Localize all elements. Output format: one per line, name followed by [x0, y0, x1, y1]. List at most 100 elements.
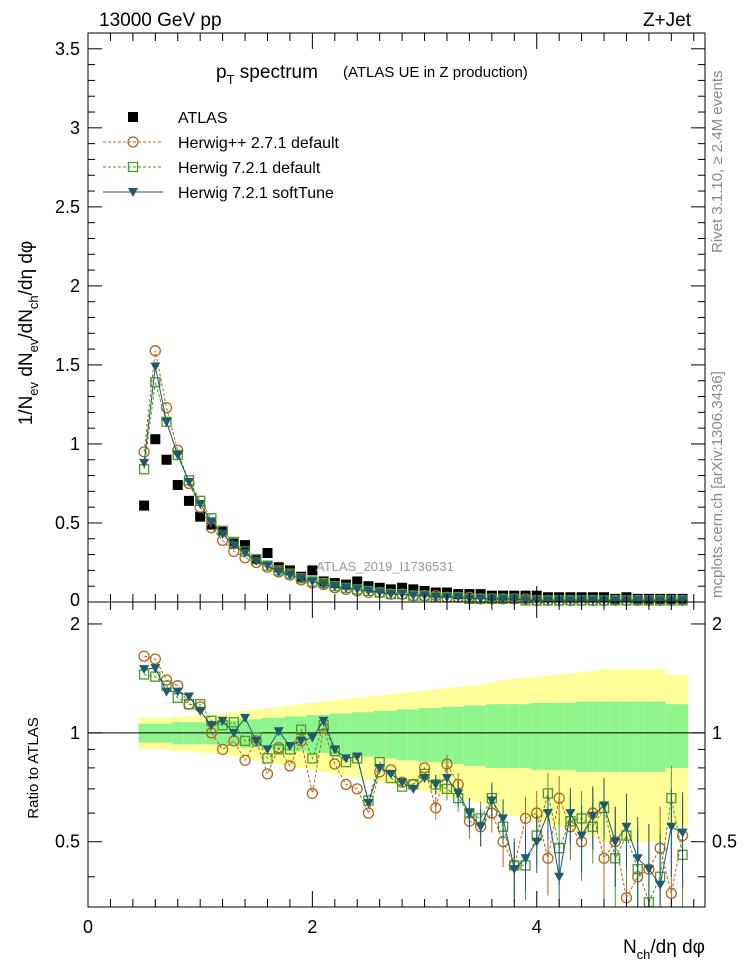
legend-marker-soft [128, 188, 138, 197]
legend-marker-hw721 [127, 161, 139, 173]
ratio-point-soft-34 [520, 854, 531, 864]
main-point-soft-12 [273, 567, 284, 577]
main-point-soft-7 [217, 530, 228, 540]
legend-marker-hwpp [127, 136, 139, 148]
ratio-point-soft-9 [240, 713, 251, 723]
band-inner-32 [497, 704, 509, 768]
ratio-point-soft-10 [251, 736, 262, 746]
main-point-soft-42 [610, 596, 621, 606]
band-inner-13 [284, 716, 296, 752]
ratio-point-soft-36 [542, 809, 553, 819]
main-point-soft-17 [329, 582, 340, 592]
ratio-point-hw721-8 [228, 717, 239, 728]
main-point-hwpp-1 [149, 345, 161, 357]
main-point-soft-2 [161, 417, 172, 427]
main-point-soft-34 [520, 596, 531, 606]
band-inner-28 [452, 706, 464, 765]
band-inner-29 [463, 705, 476, 766]
main-point-atlas-23 [397, 582, 408, 593]
ratio-point-soft-5 [195, 706, 206, 716]
band-inner-23 [396, 709, 408, 761]
ratio-point-soft-33 [509, 865, 520, 875]
main-point-soft-1 [150, 362, 161, 372]
main-point-atlas-5 [195, 511, 206, 522]
plot-title: pT spectrum [216, 62, 318, 87]
ratio-point-soft-38 [565, 809, 576, 819]
ratio-point-hwpp-13 [284, 760, 296, 772]
ratio-point-hw721-14 [295, 724, 307, 735]
main-point-hw721-1 [150, 377, 161, 388]
ratio-point-soft-47 [666, 822, 677, 832]
band-inner-33 [508, 704, 520, 768]
xtick-label-2: 2 [307, 917, 317, 937]
main-point-soft-16 [318, 580, 329, 590]
main-point-soft-3 [172, 451, 183, 461]
ratio-point-soft-16 [318, 716, 329, 726]
y-axis-label-main: 1/Nev dNev/dNch/dη dφ [16, 241, 41, 426]
band-inner-30 [475, 705, 487, 766]
ratio-point-soft-30 [475, 822, 486, 832]
main-point-soft-36 [542, 596, 553, 606]
ratio-point-soft-19 [352, 752, 363, 762]
ratio-point-soft-45 [643, 865, 654, 875]
ratio-point-soft-20 [363, 798, 374, 808]
xtick-label-4: 4 [532, 917, 542, 937]
main-point-soft-14 [296, 574, 307, 584]
plot-title-subscript: T [227, 72, 235, 87]
legend-label-soft: Herwig 7.2.1 softTune [178, 185, 334, 202]
ratio-ytick-label-right-1: 1 [712, 723, 722, 743]
ratio-ytick-label-left-0: 0.5 [55, 832, 80, 852]
ratio-point-soft-7 [217, 716, 228, 726]
main-point-soft-11 [262, 561, 273, 571]
band-inner-18 [340, 713, 352, 755]
ratio-point-hwpp-19 [351, 783, 363, 795]
main-point-soft-28 [453, 593, 464, 603]
main-point-hwpp-0 [138, 446, 150, 458]
svg-text:1/Nev dNev/dNch/dη dφ: 1/Nev dNev/dNch/dη dφ [16, 241, 41, 426]
main-ytick-label-0: 0.5 [55, 513, 80, 533]
main-ytick-label-1: 1 [70, 434, 80, 454]
ratio-point-soft-28 [453, 789, 464, 799]
ratio-point-hwpp-20 [362, 807, 375, 819]
main-point-soft-6 [206, 517, 217, 527]
ratio-ytick-label-right-2: 2 [712, 614, 722, 634]
main-point-soft-30 [475, 594, 486, 604]
main-point-atlas-1 [150, 434, 161, 445]
ratio-point-soft-44 [632, 854, 643, 864]
band-inner-25 [418, 708, 431, 763]
ratio-point-hwpp-1 [149, 653, 161, 665]
main-point-soft-10 [251, 556, 262, 566]
main-point-soft-13 [284, 571, 295, 581]
ratio-ytick-label-right-0: 0.5 [712, 832, 737, 852]
x-axis-label: Nch/dη dφ [623, 937, 705, 962]
ratio-point-soft-42 [610, 837, 621, 847]
ratio-point-soft-46 [655, 880, 666, 890]
main-point-hwpp-2 [160, 401, 173, 414]
ratio-frame [87, 601, 706, 908]
main-point-soft-48 [677, 596, 688, 606]
band-inner-19 [351, 712, 363, 757]
ratio-point-soft-26 [430, 780, 441, 790]
ratio-point-hwpp-26 [430, 802, 442, 814]
band-inner-26 [430, 708, 442, 763]
main-point-soft-26 [430, 593, 441, 603]
band-inner-36 [542, 702, 554, 770]
band-inner-48 [676, 704, 689, 768]
side-text-rivet: Rivet 3.1.10, ≥ 2.4M events [709, 71, 726, 254]
ratio-point-soft-18 [341, 754, 352, 764]
band-inner-27 [441, 706, 453, 765]
ratio-point-soft-23 [397, 778, 408, 788]
ratio-point-soft-3 [172, 687, 183, 697]
ratio-point-soft-22 [385, 769, 396, 779]
side-text-mcplots: mcplots.cern.ch [arXiv:1306.3436] [709, 371, 726, 598]
main-point-soft-22 [385, 590, 396, 600]
band-inner-44 [632, 701, 644, 772]
main-point-soft-24 [408, 591, 419, 601]
ratio-point-hwpp-17 [329, 758, 341, 770]
ratio-ytick-label-left-1: 1 [70, 723, 80, 743]
main-ytick-label-zero: 0 [70, 590, 80, 610]
main-point-soft-38 [565, 596, 576, 606]
main-point-soft-32 [498, 594, 509, 604]
plot-title-p: p [216, 62, 227, 83]
